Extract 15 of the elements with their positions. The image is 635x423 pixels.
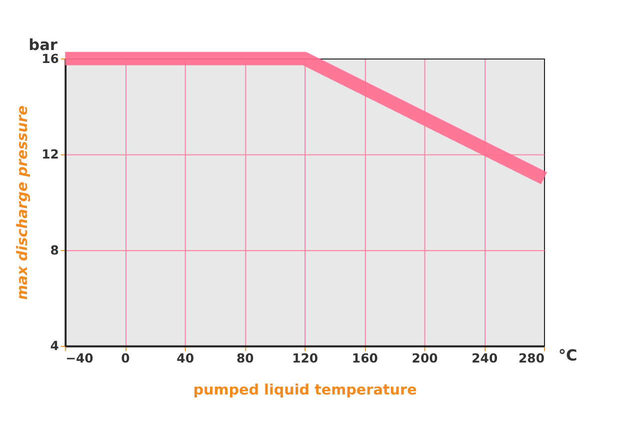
- y-axis-title: max discharge pressure: [15, 105, 32, 300]
- y-tick-label: 12: [42, 146, 59, 162]
- x-tick-label: 240: [472, 350, 498, 366]
- x-tick-label: 200: [412, 350, 438, 366]
- x-axis-title: pumped liquid temperature: [193, 382, 418, 398]
- x-tick-label: 0: [121, 350, 130, 366]
- x-tick-label: 80: [236, 350, 254, 366]
- y-tick-label: 4: [50, 338, 60, 354]
- x-tick-label: 160: [352, 350, 378, 366]
- text: °C: [558, 346, 578, 364]
- y-tick-label: 8: [50, 242, 59, 258]
- x-tick-label: −40: [66, 350, 94, 366]
- x-tick-label: 40: [176, 350, 194, 366]
- x-tick-label: 120: [292, 350, 318, 366]
- x-tick-label: 280: [518, 350, 545, 366]
